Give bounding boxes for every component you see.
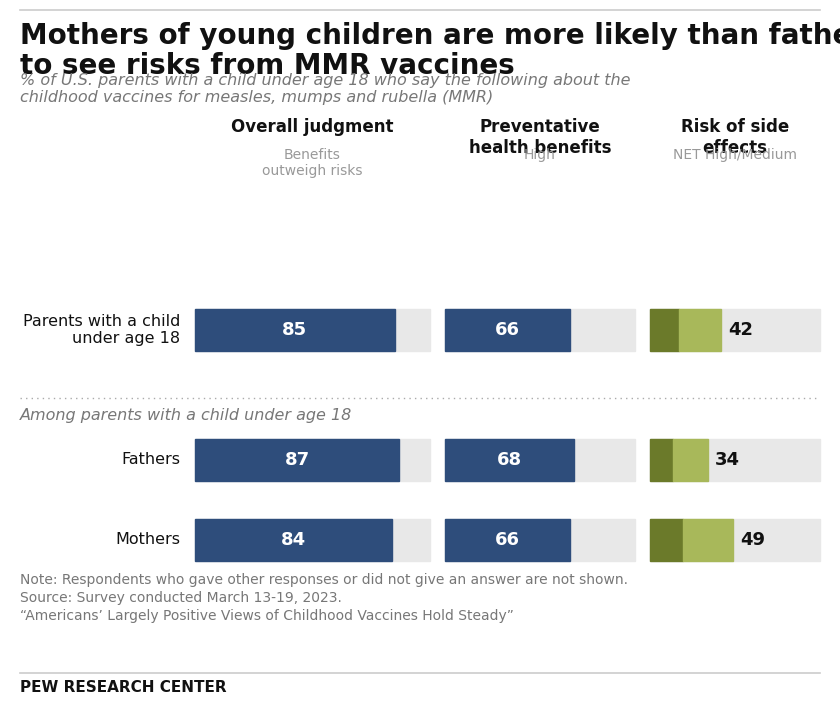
Bar <box>445 519 570 561</box>
Bar <box>445 309 635 351</box>
Text: “Americans’ Largely Positive Views of Childhood Vaccines Hold Steady”: “Americans’ Largely Positive Views of Ch… <box>20 609 514 623</box>
Text: 68: 68 <box>497 451 522 469</box>
Text: Parents with a child
under age 18: Parents with a child under age 18 <box>23 314 180 347</box>
Text: NET High/Medium: NET High/Medium <box>673 148 797 162</box>
Bar <box>650 309 820 351</box>
Bar <box>195 439 400 481</box>
Bar <box>445 439 575 481</box>
Text: Fathers: Fathers <box>121 453 180 467</box>
Text: Note: Respondents who gave other responses or did not give an answer are not sho: Note: Respondents who gave other respons… <box>20 573 628 587</box>
Text: 49: 49 <box>740 531 765 549</box>
Bar <box>650 519 683 561</box>
Bar <box>683 519 733 561</box>
Text: Among parents with a child under age 18: Among parents with a child under age 18 <box>20 408 352 423</box>
Text: Source: Survey conducted March 13-19, 2023.: Source: Survey conducted March 13-19, 20… <box>20 591 342 605</box>
Bar <box>195 439 430 481</box>
Bar <box>650 309 679 351</box>
Text: High: High <box>524 148 556 162</box>
Text: 66: 66 <box>496 321 520 339</box>
Bar <box>679 309 722 351</box>
Text: 34: 34 <box>715 451 740 469</box>
Bar <box>445 519 635 561</box>
Text: Overall judgment: Overall judgment <box>231 118 393 136</box>
Text: Benefits
outweigh risks: Benefits outweigh risks <box>262 148 362 178</box>
Bar <box>650 519 820 561</box>
Text: Risk of side
effects: Risk of side effects <box>681 118 789 157</box>
Bar <box>650 439 820 481</box>
Text: Mothers of young children are more likely than fathers: Mothers of young children are more likel… <box>20 22 840 50</box>
Text: Mothers: Mothers <box>115 532 180 547</box>
Text: 85: 85 <box>282 321 307 339</box>
Bar <box>445 309 570 351</box>
Text: Preventative
health benefits: Preventative health benefits <box>469 118 612 157</box>
Text: 87: 87 <box>285 451 310 469</box>
Bar <box>445 439 635 481</box>
Text: 42: 42 <box>728 321 753 339</box>
Text: 66: 66 <box>496 531 520 549</box>
Bar <box>195 309 395 351</box>
Text: % of U.S. parents with a child under age 18 who say the following about the
chil: % of U.S. parents with a child under age… <box>20 73 631 106</box>
Bar <box>650 439 673 481</box>
Text: to see risks from MMR vaccines: to see risks from MMR vaccines <box>20 52 515 80</box>
Bar <box>195 519 430 561</box>
Bar <box>195 519 392 561</box>
Bar <box>673 439 708 481</box>
Text: 84: 84 <box>281 531 307 549</box>
Text: PEW RESEARCH CENTER: PEW RESEARCH CENTER <box>20 680 227 695</box>
Bar <box>195 309 430 351</box>
